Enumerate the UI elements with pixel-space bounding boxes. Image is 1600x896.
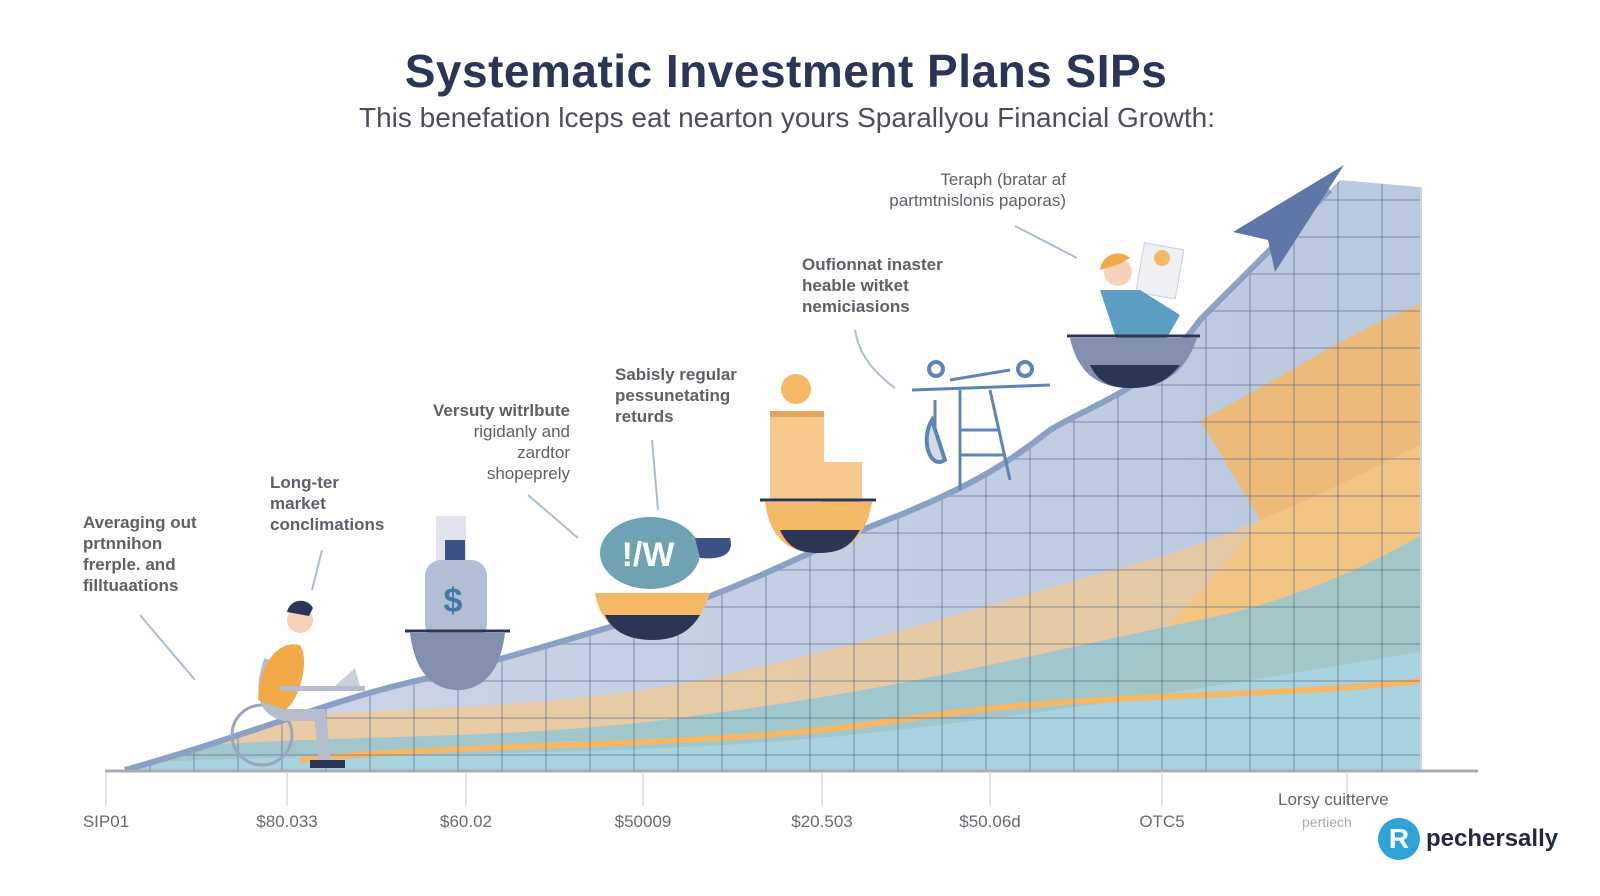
brand-logo-icon: R [1378, 818, 1420, 860]
axis-last-label: Lorsy cuitterve [1278, 790, 1389, 809]
annotation-oufionnat: Oufionnat inaster heable witket nemicias… [802, 254, 943, 317]
annotation-line: Teraph (bratar af [940, 170, 1066, 189]
person-with-chart-icon [1067, 242, 1200, 388]
annotation-teraph: Teraph (bratar af partmtnislonis paporas… [820, 169, 1066, 211]
axis-tick-label: $50.06d [959, 812, 1021, 831]
annotation-line: conclimations [270, 515, 385, 534]
axis-tick-label: $20.503 [791, 812, 853, 831]
axis-last-sublabel: pertiech [1302, 814, 1352, 830]
axis-tick-label: $80.033 [256, 812, 318, 831]
annotation-line: market [270, 494, 326, 513]
annotation-line: shopeprely [486, 464, 570, 483]
annotation-line: returds [615, 407, 674, 426]
person-at-laptop-icon [230, 600, 365, 768]
annotation-line: Versuty witrlbute [433, 401, 570, 420]
annotation-sabisly: Sabisly regular pessunetating returds [615, 364, 737, 427]
axis-tick-label: $50009 [614, 812, 672, 831]
money-bottle-icon: $ [405, 516, 510, 690]
annotation-line: Long-ter [270, 473, 339, 492]
annotation-line: frerple. and [83, 555, 176, 574]
annotation-versuty: Versuty witrlbute rigidanly and zardtor … [400, 400, 570, 484]
annotation-line: Oufionnat inaster [802, 255, 943, 274]
brand-name: pechersally [1426, 825, 1559, 852]
annotation-line: Sabisly regular [615, 365, 737, 384]
axis-tick-label: $60.02 [440, 812, 492, 831]
page-title: Systematic Investment Plans SIPs [404, 45, 1168, 97]
svg-text:!/W: !/W [622, 536, 676, 574]
bowl-icon: !/W [595, 517, 731, 640]
annotation-line: partmtnislonis paporas) [889, 191, 1066, 210]
drone-icon [911, 360, 1051, 490]
page-subtitle: This benefation lceps eat nearton yours … [358, 102, 1216, 133]
annotation-line: pessunetating [615, 386, 731, 405]
annotation-line: heable witket [802, 276, 909, 295]
annotation-line: nemiciasions [802, 297, 910, 316]
growth-arrow-icon [1233, 165, 1344, 272]
annotation-line: Averaging out [83, 513, 197, 532]
annotation-averaging: Averaging out prtnnihon frerple. and fil… [83, 512, 197, 596]
axis-tick-label: SIP01 [82, 812, 130, 831]
callout-arrows [139, 225, 1078, 681]
svg-text:$: $ [444, 582, 463, 620]
annotation-long-term: Long-ter market conclimations [270, 472, 384, 535]
annotation-line: rigidanly and [473, 422, 570, 441]
axis-tick-label: OTC5 [1139, 812, 1185, 831]
annotation-line: prtnnihon [83, 534, 163, 553]
brand-logo: R pechersally [1378, 818, 1558, 860]
annotation-line: filltuaations [83, 576, 179, 595]
building-chart-icon [760, 374, 876, 553]
annotation-line: zardtor [517, 443, 570, 462]
